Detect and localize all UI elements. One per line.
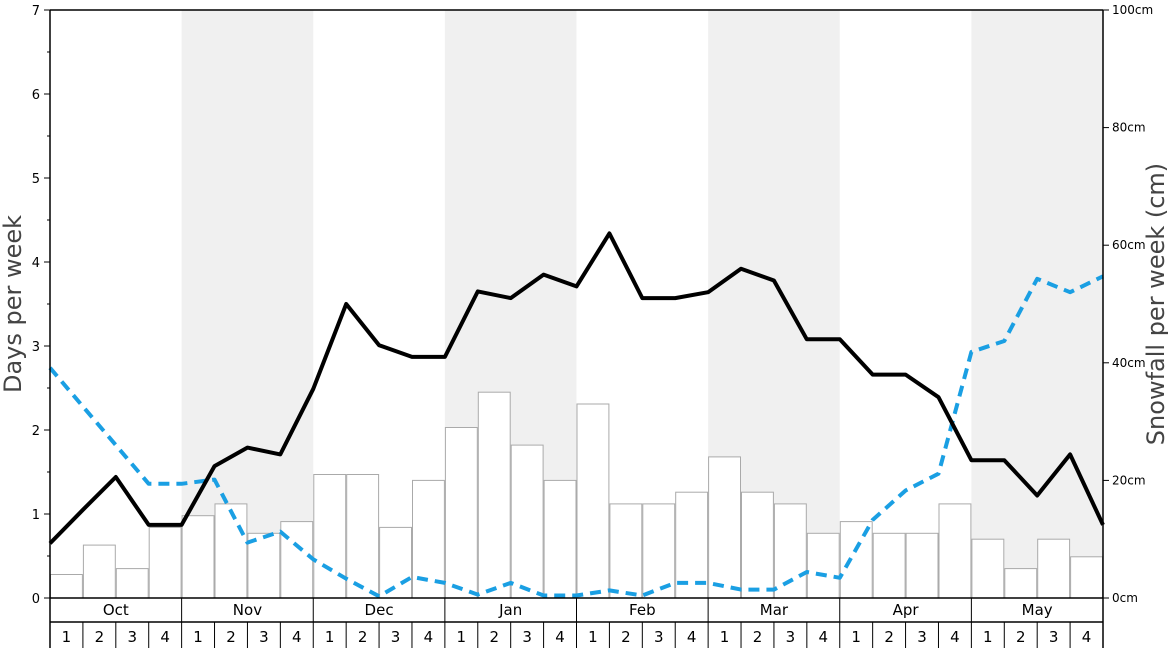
snowfall-bar: [82, 544, 116, 599]
week-label: 1: [983, 628, 993, 646]
week-label: 3: [127, 628, 137, 646]
left-tick-label: 4: [32, 256, 40, 271]
week-label: 2: [621, 628, 631, 646]
snowfall-bar: [741, 491, 774, 599]
snowfall-bar: [642, 503, 676, 599]
x-axis: Oct 1 2 3 4 Nov 1 2 3 4 Dec 1 2 3 4 Jan 1 2 3 4 Feb 1 2 3 4 Mar 1 2…: [49, 597, 1103, 648]
snowfall-bar: [148, 526, 182, 599]
month-band-may: [971, 10, 1103, 598]
dashed-series-line: [48, 274, 1104, 599]
snowfall-bar: [214, 503, 248, 599]
week-label: 2: [358, 628, 368, 646]
week-label: 1: [720, 628, 730, 646]
left-tick-label: 6: [32, 88, 40, 103]
week-label: 3: [1049, 628, 1059, 646]
right-tick-label: 60cm: [1112, 238, 1146, 252]
week-label: 4: [292, 628, 302, 646]
snowfall-bar: [905, 532, 939, 599]
right-tick-label: 20cm: [1112, 473, 1146, 487]
week-label: 4: [687, 628, 697, 646]
month-label: Dec: [365, 601, 394, 619]
month-bands: [181, 10, 1103, 598]
left-tick-label: 2: [32, 424, 40, 439]
week-label: 3: [391, 628, 401, 646]
snowfall-bar: [115, 568, 149, 599]
snowfall-bar: [872, 532, 906, 599]
week-label: 3: [654, 628, 664, 646]
snowfall-bar: [477, 391, 511, 599]
snowfall-bar: [1037, 538, 1071, 599]
week-label: 4: [424, 628, 434, 646]
month-band-nov: [181, 10, 314, 598]
week-label: 2: [884, 628, 894, 646]
left-axis-ticks: 0 1 2 3 4 5 6 7: [32, 4, 50, 607]
snowfall-bar: [313, 474, 347, 599]
month-label: Jan: [498, 601, 522, 619]
snowfall-bar: [609, 503, 643, 599]
snowfall-bar: [50, 574, 83, 599]
left-tick-label: 0: [32, 592, 40, 607]
snowfall-bar: [510, 444, 544, 599]
month-label: Apr: [893, 601, 920, 619]
chart-frame: [49, 9, 1104, 648]
week-label: 3: [259, 628, 269, 646]
snowfall-bar: [1070, 556, 1103, 599]
month-label: Oct: [103, 601, 129, 619]
right-tick-label: 100cm: [1112, 3, 1153, 17]
week-label: 3: [522, 628, 532, 646]
snowfall-bar: [346, 474, 380, 599]
week-label: 3: [917, 628, 927, 646]
week-label: 1: [588, 628, 598, 646]
month-label: May: [1022, 601, 1053, 619]
week-label: 4: [950, 628, 960, 646]
month-label: Mar: [760, 601, 789, 619]
month-label: Nov: [233, 601, 262, 619]
snowfall-bar: [773, 503, 807, 599]
week-label: 1: [851, 628, 861, 646]
week-label: 2: [489, 628, 499, 646]
snowfall-bar: [806, 532, 840, 599]
week-label: 1: [193, 628, 203, 646]
week-label: 2: [1016, 628, 1026, 646]
snowfall-bar: [280, 521, 314, 599]
right-tick-label: 0cm: [1112, 591, 1138, 605]
left-tick-label: 7: [32, 4, 40, 19]
snowfall-bar: [379, 526, 413, 599]
week-label: 2: [226, 628, 236, 646]
week-label: 4: [1082, 628, 1092, 646]
week-label: 2: [95, 628, 105, 646]
snowfall-bar: [1004, 568, 1038, 599]
snowfall-bar: [839, 521, 873, 599]
snowfall-bar: [971, 538, 1005, 599]
snowfall-bars: [50, 391, 1103, 599]
right-tick-label: 80cm: [1112, 121, 1146, 135]
week-label: 3: [786, 628, 796, 646]
week-label: 4: [819, 628, 829, 646]
snowfall-bar: [247, 532, 281, 599]
week-label: 1: [325, 628, 335, 646]
left-tick-label: 1: [32, 508, 40, 523]
snowfall-bar: [708, 456, 741, 599]
week-label: 1: [62, 628, 72, 646]
snowfall-bar: [675, 491, 709, 599]
week-label: 2: [753, 628, 763, 646]
left-tick-label: 5: [32, 172, 40, 187]
snowfall-bar: [938, 503, 972, 599]
snowfall-bar: [576, 403, 610, 599]
solid-series-line: [48, 231, 1105, 545]
chart-lines: [48, 231, 1105, 599]
left-tick-label: 3: [32, 340, 40, 355]
right-tick-label: 40cm: [1112, 356, 1146, 370]
right-axis-ticks: 0cm 20cm 40cm 60cm 80cm 100cm: [1103, 3, 1153, 605]
snowfall-bar: [444, 427, 478, 599]
week-label: 4: [555, 628, 565, 646]
snowfall-bar: [543, 479, 577, 599]
snowfall-bar: [181, 515, 215, 599]
week-label: 4: [160, 628, 170, 646]
week-label: 1: [457, 628, 467, 646]
right-axis-title: Snowfall per week (cm): [1142, 163, 1168, 445]
left-axis-title: Days per week: [0, 215, 27, 393]
month-label: Feb: [629, 601, 656, 619]
